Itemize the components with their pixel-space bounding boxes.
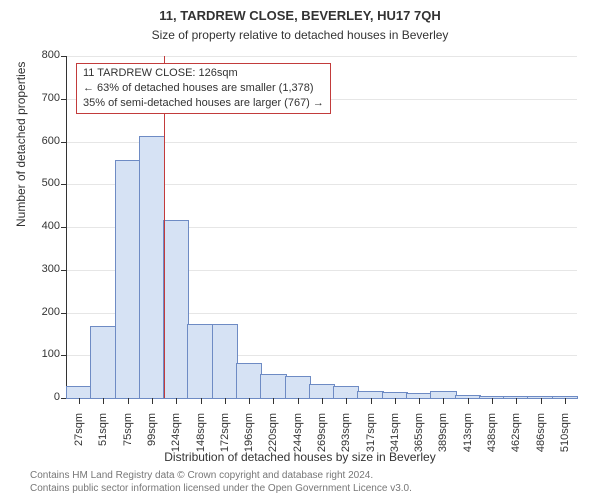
chart-subtitle: Size of property relative to detached ho… xyxy=(0,28,600,42)
histogram-bar xyxy=(116,161,140,398)
y-tick xyxy=(61,142,67,143)
annotation-line: ← 63% of detached houses are smaller (1,… xyxy=(83,81,324,96)
chart-title: 11, TARDREW CLOSE, BEVERLEY, HU17 7QH xyxy=(0,8,600,23)
histogram-bar xyxy=(164,221,188,398)
x-tick xyxy=(273,398,274,404)
x-tick xyxy=(176,398,177,404)
x-tick xyxy=(371,398,372,404)
histogram-bar xyxy=(310,385,334,398)
histogram-bar xyxy=(334,387,358,398)
x-tick xyxy=(541,398,542,404)
histogram-bar xyxy=(286,377,310,398)
x-tick xyxy=(395,398,396,404)
y-tick xyxy=(61,398,67,399)
histogram-bar xyxy=(91,327,115,398)
histogram-bar xyxy=(67,387,91,398)
gridline xyxy=(67,56,577,57)
x-tick xyxy=(443,398,444,404)
histogram-bar xyxy=(237,364,261,398)
x-tick xyxy=(103,398,104,404)
y-tick-label: 200 xyxy=(42,306,60,318)
x-tick xyxy=(346,398,347,404)
x-tick xyxy=(225,398,226,404)
y-tick xyxy=(61,99,67,100)
y-tick-label: 0 xyxy=(54,391,60,403)
x-tick xyxy=(492,398,493,404)
y-tick xyxy=(61,355,67,356)
attribution-line: Contains HM Land Registry data © Crown c… xyxy=(30,470,590,483)
x-tick xyxy=(516,398,517,404)
y-tick xyxy=(61,313,67,314)
annotation-box: 11 TARDREW CLOSE: 126sqm← 63% of detache… xyxy=(76,63,331,114)
x-tick xyxy=(152,398,153,404)
y-tick-label: 500 xyxy=(42,177,60,189)
y-tick xyxy=(61,270,67,271)
histogram-bar xyxy=(213,325,237,398)
x-tick xyxy=(565,398,566,404)
attribution-line: Contains public sector information licen… xyxy=(30,483,590,496)
y-axis-label: Number of detached properties xyxy=(14,62,28,227)
histogram-bar xyxy=(261,375,285,399)
y-tick-label: 600 xyxy=(42,135,60,147)
histogram-bar xyxy=(188,325,212,398)
x-axis-label: Distribution of detached houses by size … xyxy=(0,450,600,464)
y-tick xyxy=(61,227,67,228)
x-tick xyxy=(249,398,250,404)
y-tick-label: 300 xyxy=(42,263,60,275)
y-tick-label: 800 xyxy=(42,49,60,61)
x-tick xyxy=(128,398,129,404)
x-tick xyxy=(298,398,299,404)
y-tick xyxy=(61,56,67,57)
y-tick xyxy=(61,184,67,185)
x-tick xyxy=(322,398,323,404)
x-tick xyxy=(419,398,420,404)
y-tick-label: 100 xyxy=(42,348,60,360)
x-tick xyxy=(468,398,469,404)
chart-container: 11, TARDREW CLOSE, BEVERLEY, HU17 7QH Si… xyxy=(0,0,600,500)
annotation-line: 11 TARDREW CLOSE: 126sqm xyxy=(83,66,324,81)
histogram-bar xyxy=(140,137,164,398)
x-tick xyxy=(79,398,80,404)
x-tick xyxy=(201,398,202,404)
annotation-line: 35% of semi-detached houses are larger (… xyxy=(83,96,324,111)
attribution-text: Contains HM Land Registry data © Crown c… xyxy=(30,470,590,495)
y-tick-label: 700 xyxy=(42,92,60,104)
y-tick-label: 400 xyxy=(42,220,60,232)
